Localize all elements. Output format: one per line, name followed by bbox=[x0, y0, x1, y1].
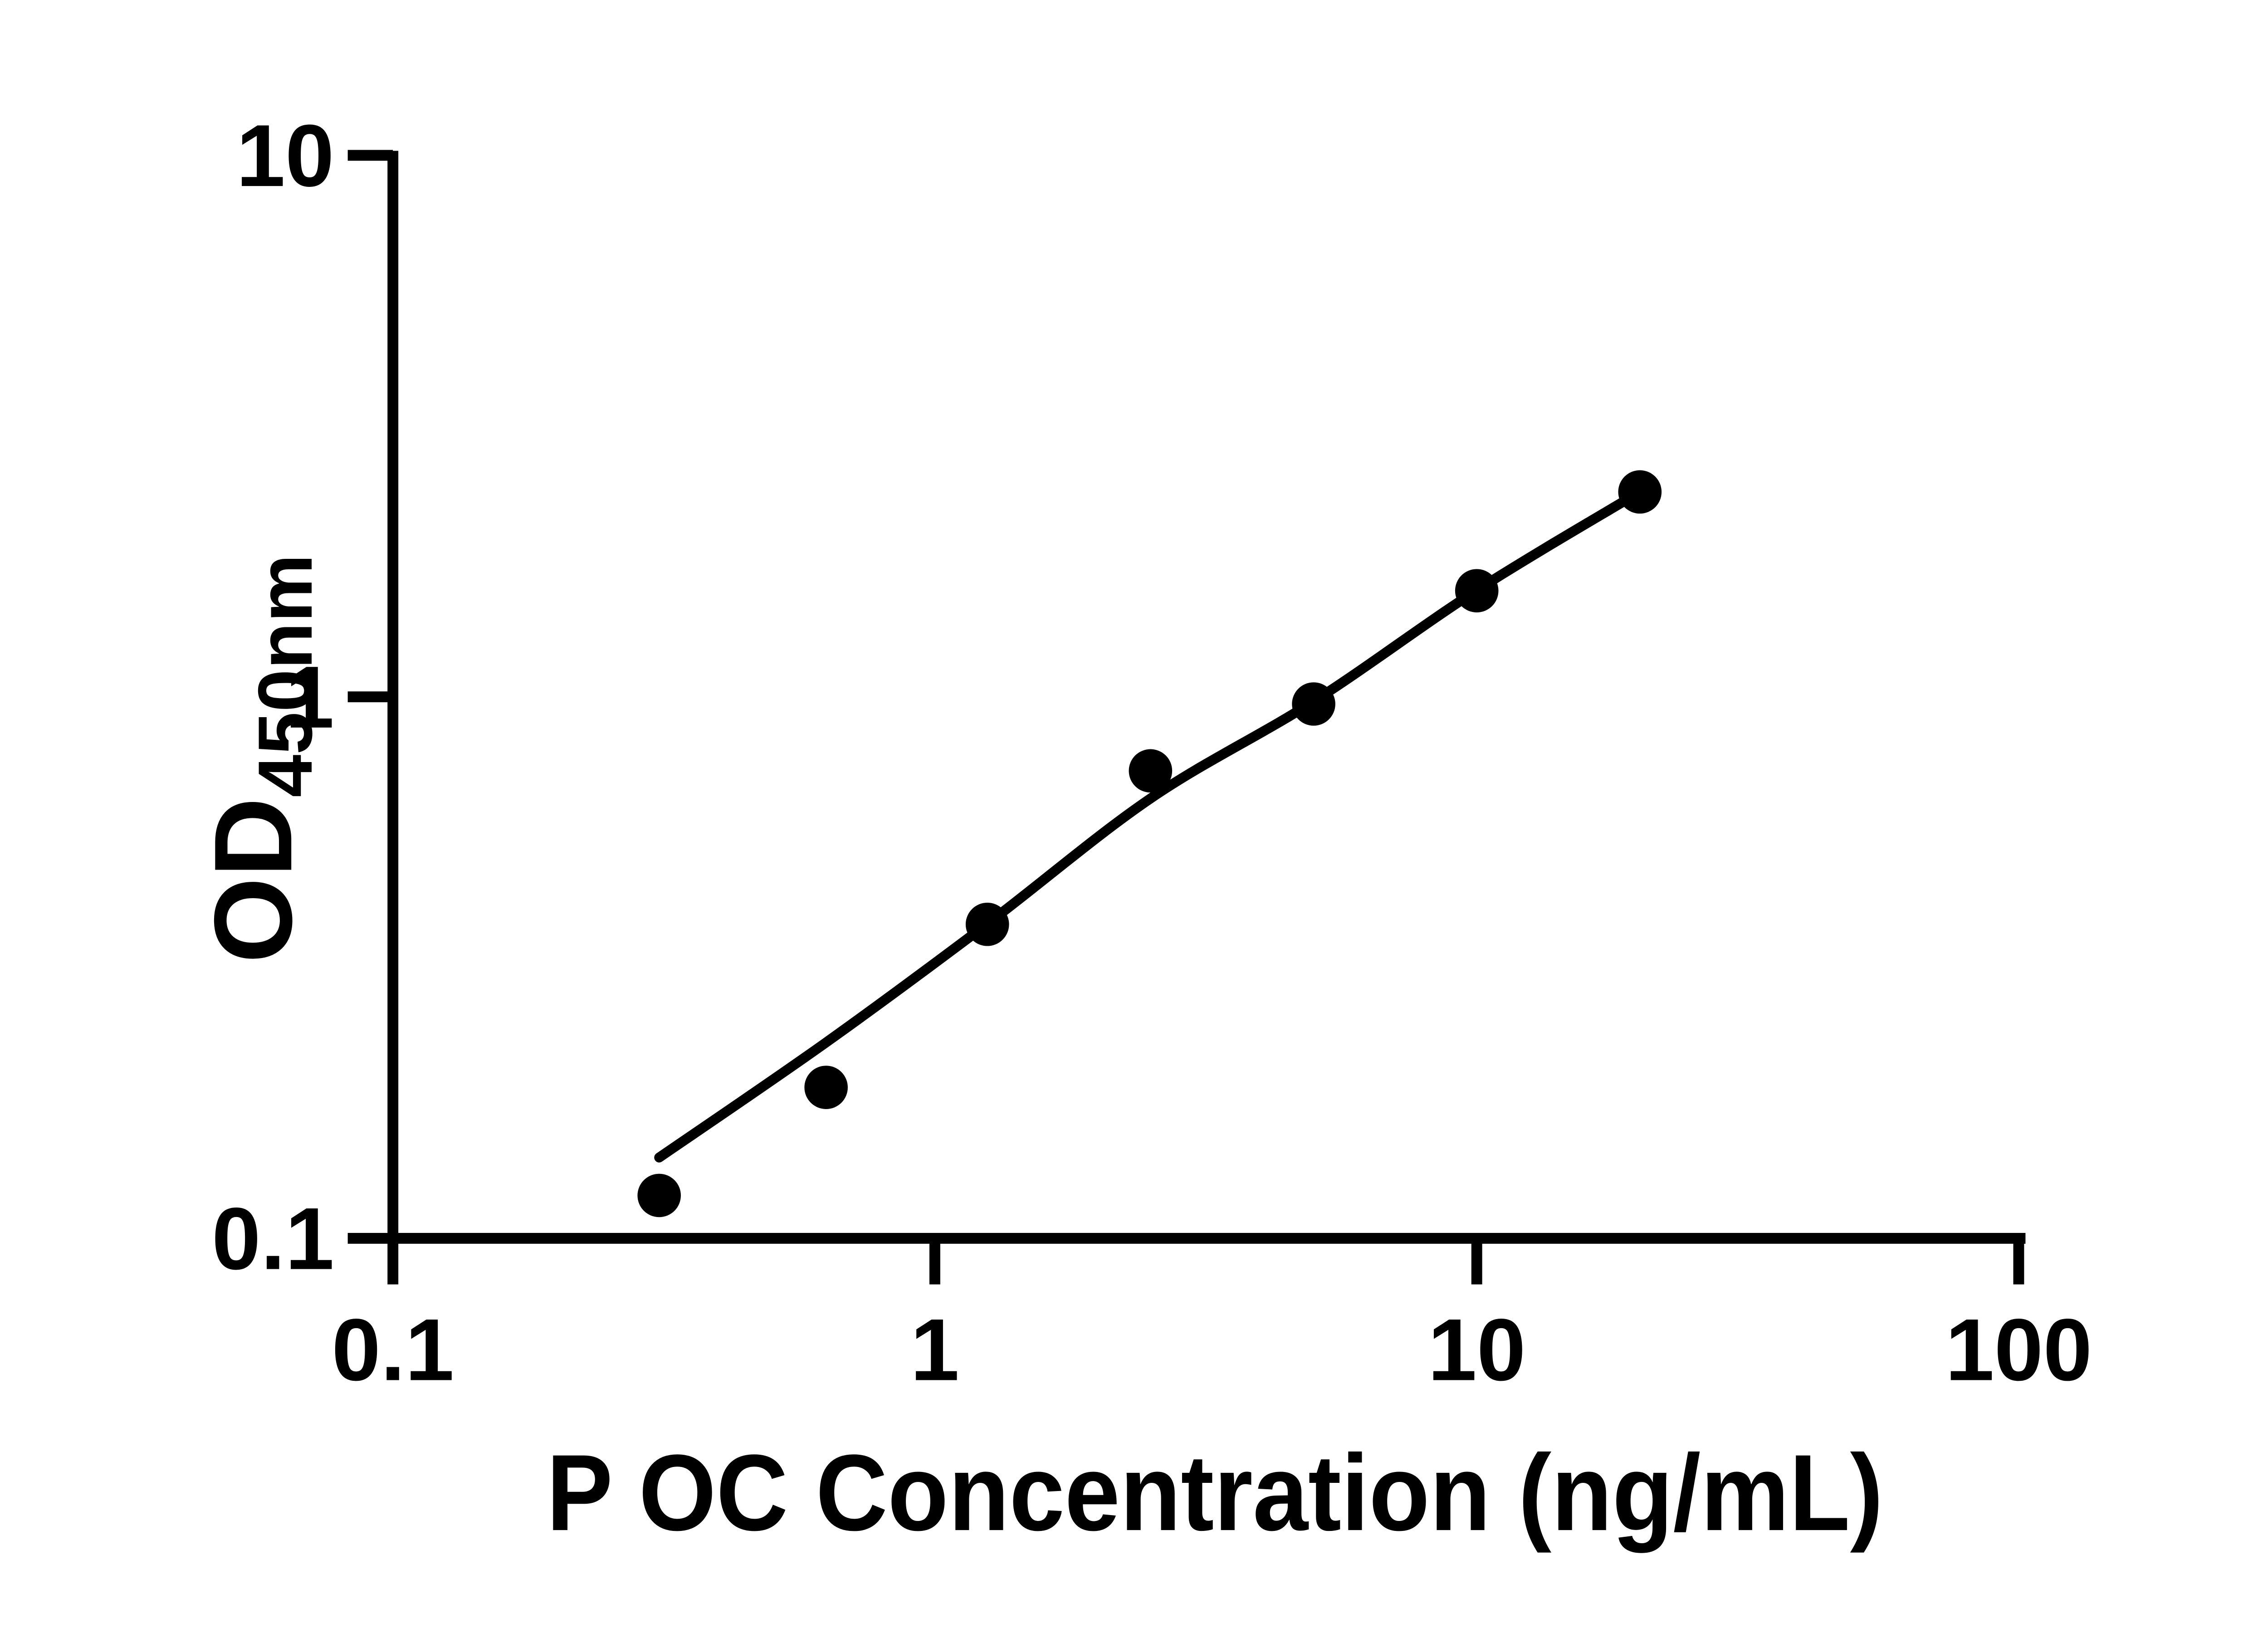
x-axis-tick-label: 0.1 bbox=[332, 1301, 454, 1399]
x-axis-tick-label: 10 bbox=[1428, 1301, 1526, 1399]
data-point bbox=[965, 902, 1009, 946]
y-axis-tick-label: 1 bbox=[285, 648, 334, 747]
y-axis-tick-label: 0.1 bbox=[212, 1190, 334, 1288]
data-point bbox=[637, 1173, 681, 1217]
x-axis-title: P OC Concentration (ng/mL) bbox=[547, 1432, 1883, 1553]
labels-group: P OC Concentration (ng/mL) OD450nm bbox=[191, 554, 1883, 1553]
y-axis-title-prefix: OD bbox=[191, 797, 315, 963]
axes-group: 0.1 1 10 0.1 1 10 100 bbox=[212, 107, 2092, 1399]
axis-lines bbox=[387, 151, 2026, 1244]
y-axis-title: OD450nm bbox=[191, 554, 328, 963]
x-axis-tick-label: 100 bbox=[1945, 1301, 2092, 1399]
y-axis-title-subscript: 450nm bbox=[242, 554, 328, 797]
data-point bbox=[1129, 749, 1173, 793]
data-point bbox=[1292, 682, 1335, 726]
data-point bbox=[804, 1066, 848, 1109]
data-point bbox=[1455, 569, 1499, 613]
x-axis-tick-label: 1 bbox=[910, 1301, 959, 1399]
points-group bbox=[637, 470, 1662, 1217]
data-point bbox=[1618, 470, 1662, 514]
y-axis-tick-label: 10 bbox=[236, 107, 334, 205]
